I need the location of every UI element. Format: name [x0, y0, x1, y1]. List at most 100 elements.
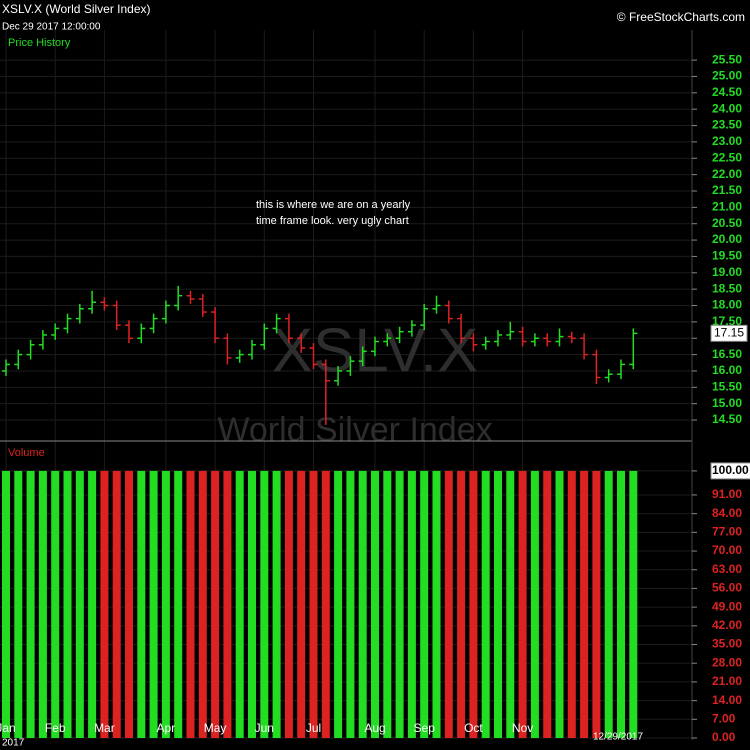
volume-bar — [272, 470, 281, 738]
y-tick-label: 15.50 — [712, 379, 742, 393]
volume-bar — [235, 470, 244, 738]
volume-bar — [580, 470, 589, 738]
volume-bar — [617, 470, 625, 738]
marks — [2, 285, 638, 738]
y2-tick-label: 70.00 — [712, 543, 742, 557]
end-date: 12/29/2017 — [593, 732, 643, 743]
year-label: 2017 — [2, 738, 25, 749]
y2-tick-label: 84.00 — [712, 506, 742, 520]
last-price: 17.15 — [714, 325, 744, 339]
volume-bar — [149, 470, 158, 738]
y-tick-label: 16.00 — [712, 363, 742, 377]
x-tick-label: Apr — [157, 721, 176, 735]
volume-bar — [457, 470, 466, 738]
volume-bar — [211, 470, 220, 738]
chart-title: XSLV.X (World Silver Index) — [2, 2, 151, 16]
value-box — [710, 324, 748, 342]
x-tick-label: Mar — [94, 721, 115, 735]
x-tick-label: Oct — [464, 721, 483, 735]
annotation: time frame look. very ugly chart — [256, 215, 409, 227]
volume-bar — [309, 470, 318, 738]
y2-tick-label: 35.00 — [712, 637, 742, 651]
volume-bar — [334, 470, 343, 738]
x-tick-label: Sep — [414, 721, 436, 735]
volume-bar — [530, 470, 539, 738]
axes: 14.5015.0015.5016.0016.5017.0017.5018.00… — [0, 52, 750, 744]
volume-bar — [420, 470, 429, 738]
chart-subtitle: Dec 29 2017 12:00:00 — [2, 22, 101, 33]
y-tick-label: 25.50 — [712, 52, 742, 66]
volume-bar — [592, 470, 601, 738]
volume-bar — [604, 470, 613, 738]
watermark-name: World Silver Index — [217, 411, 492, 449]
y-tick-label: 16.50 — [712, 347, 742, 361]
x-tick-label: Aug — [364, 721, 385, 735]
x-tick-label: Jan — [0, 721, 16, 735]
volume-bar — [186, 470, 195, 738]
volume-label: Volume — [8, 447, 45, 459]
y-tick-label: 25.00 — [712, 69, 742, 83]
x-tick-label: Feb — [45, 721, 66, 735]
y2-tick-label: 91.00 — [712, 487, 742, 501]
y-tick-label: 18.50 — [712, 281, 742, 295]
volume-bar — [444, 470, 453, 738]
volume-bar — [284, 470, 293, 738]
x-tick-label: Nov — [512, 721, 533, 735]
y-tick-label: 24.50 — [712, 85, 742, 99]
volume-bar — [2, 470, 10, 738]
volume-bar — [346, 470, 355, 738]
volume-bar — [358, 470, 367, 738]
volume-bar — [506, 470, 515, 738]
volume-bar — [469, 470, 478, 738]
volume-bar — [555, 470, 564, 738]
volume-bar — [321, 470, 330, 738]
y-tick-label: 22.00 — [712, 167, 742, 181]
y-tick-label: 19.50 — [712, 249, 742, 263]
volume-bar — [38, 470, 47, 738]
volume-bar — [174, 470, 183, 738]
y2-tick-label: 56.00 — [712, 581, 742, 595]
y2-tick-label: 0.00 — [712, 730, 736, 744]
y-tick-label: 15.00 — [712, 396, 742, 410]
y-tick-label: 17.50 — [712, 314, 742, 328]
y-tick-label: 18.00 — [712, 298, 742, 312]
y-tick-label: 20.00 — [712, 232, 742, 246]
y-tick-label: 23.00 — [712, 134, 742, 148]
annotation: this is where we are on a yearly — [256, 199, 411, 211]
volume-bar — [88, 470, 97, 738]
volume-bar — [161, 470, 170, 738]
panel-label: Price History — [8, 37, 71, 49]
y-tick-label: 20.50 — [712, 216, 742, 230]
volume-bar — [112, 470, 121, 738]
volume-bar — [629, 470, 638, 738]
volume-bar — [543, 470, 552, 738]
volume-bar — [432, 470, 441, 738]
volume-bar — [198, 470, 207, 738]
y2-tick-label: 63.00 — [712, 562, 742, 576]
volume-bar — [51, 470, 60, 738]
volume-bar — [518, 470, 527, 738]
volume-bar — [26, 470, 35, 738]
y2-tick-label: 100.00 — [712, 463, 749, 477]
volume-bar — [407, 470, 416, 738]
y-tick-label: 21.00 — [712, 200, 742, 214]
y2-tick-label: 28.00 — [712, 655, 742, 669]
volume-bar — [567, 470, 576, 738]
y2-tick-label: 14.00 — [712, 693, 742, 707]
brand: © FreeStockCharts.com — [617, 10, 745, 24]
y2-tick-label: 21.00 — [712, 674, 742, 688]
volume-bar — [248, 470, 256, 738]
volume-bar — [100, 470, 109, 738]
y-tick-label: 22.50 — [712, 150, 742, 164]
volume-bar — [395, 470, 404, 738]
volume-bar — [63, 470, 72, 738]
volume-bar — [371, 470, 379, 738]
volume-bar — [14, 470, 23, 738]
y2-tick-label: 7.00 — [712, 711, 736, 725]
y2-tick-label: 49.00 — [712, 599, 742, 613]
y-tick-label: 19.00 — [712, 265, 742, 279]
x-tick-label: Jun — [255, 721, 274, 735]
y-tick-label: 24.00 — [712, 101, 742, 115]
y2-tick-label: 42.00 — [712, 618, 742, 632]
